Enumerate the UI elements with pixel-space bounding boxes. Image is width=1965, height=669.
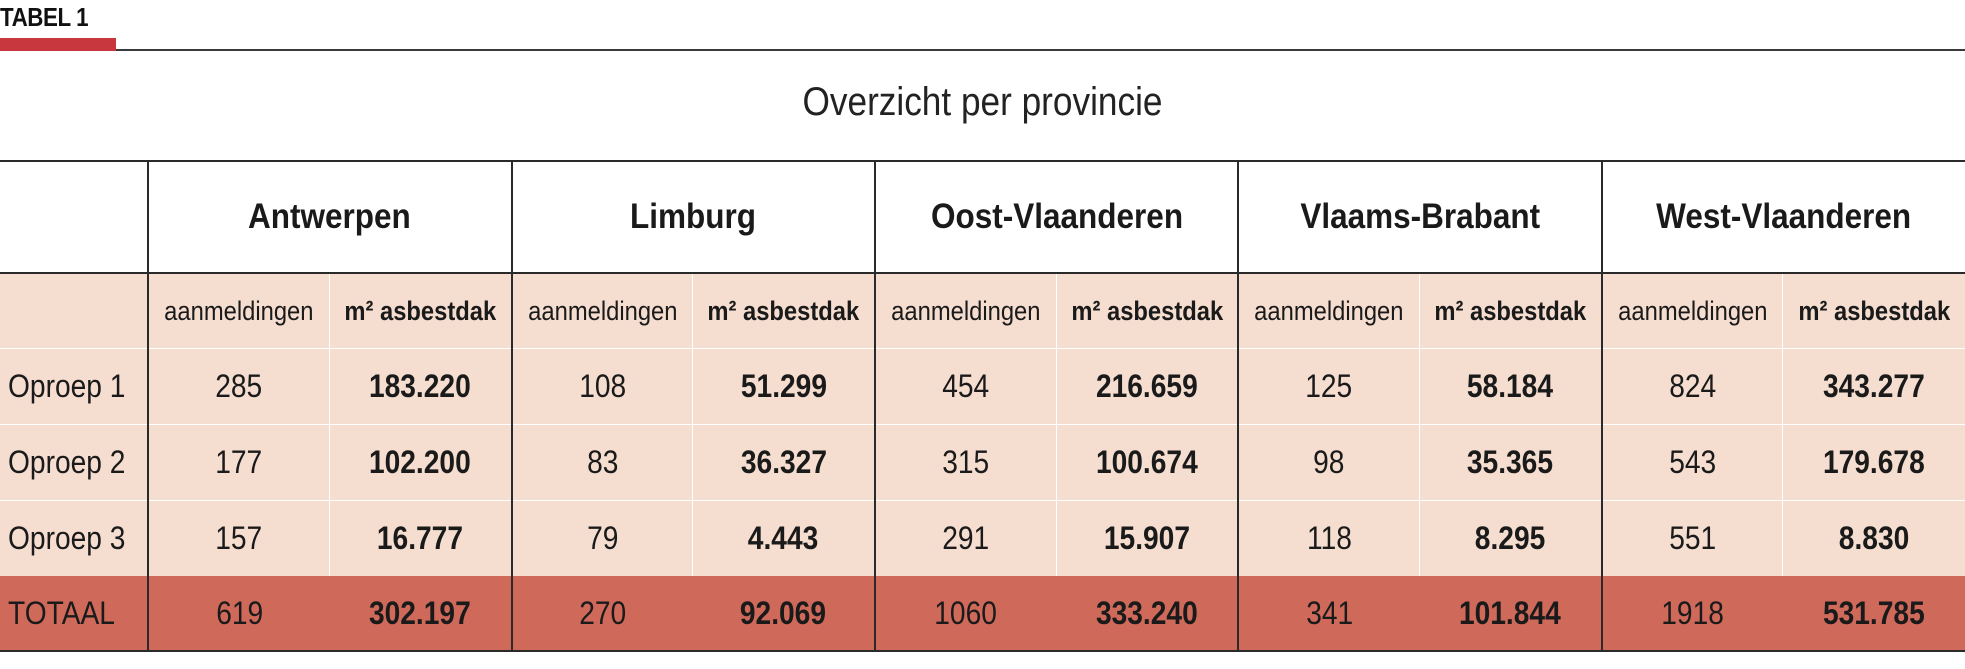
province-header: Vlaams-Brabant [1237, 160, 1602, 274]
area-cell: 179.678 [1782, 424, 1965, 501]
count-cell: 157 [147, 500, 330, 576]
area-cell: 51.299 [692, 348, 875, 425]
count-cell: 177 [147, 424, 330, 501]
row-label: Oproep 1 [0, 348, 149, 425]
column-header-row: aanmeldingen m² asbestdak aanmeldingen m… [0, 273, 1965, 349]
count-cell: 118 [1237, 500, 1420, 576]
count-column-header: aanmeldingen [147, 273, 330, 349]
count-cell: 108 [510, 348, 693, 425]
table-label: TABEL 1 [0, 2, 89, 32]
area-column-header: m² asbestdak [1418, 273, 1602, 349]
count-cell: 824 [1600, 348, 1783, 425]
area-cell: 4.443 [692, 500, 875, 576]
count-cell: 341 [1237, 576, 1420, 652]
province-table: Antwerpen Limburg Oost-Vlaanderen Vlaams… [0, 160, 1965, 652]
province-header: Limburg [510, 160, 875, 274]
count-cell: 79 [510, 500, 693, 576]
count-column-header: aanmeldingen [1600, 273, 1783, 349]
total-label: TOTAAL [0, 576, 149, 652]
row-label: Oproep 3 [0, 500, 149, 576]
area-cell: 333.240 [1056, 576, 1239, 652]
count-column-header: aanmeldingen [1237, 273, 1420, 349]
area-cell: 8.295 [1418, 500, 1602, 576]
area-column-header: m² asbestdak [328, 273, 512, 349]
table-row: Oproep 3 157 16.777 79 4.443 291 15.907 … [0, 500, 1965, 576]
count-cell: 1060 [873, 576, 1057, 652]
count-cell: 454 [873, 348, 1057, 425]
area-column-header: m² asbestdak [692, 273, 875, 349]
count-column-header: aanmeldingen [873, 273, 1057, 349]
row-label: Oproep 2 [0, 424, 149, 501]
header-rule [116, 49, 1965, 51]
table-row: Oproep 1 285 183.220 108 51.299 454 216.… [0, 348, 1965, 425]
count-cell: 543 [1600, 424, 1783, 501]
area-cell: 36.327 [692, 424, 875, 501]
total-row: TOTAAL 619 302.197 270 92.069 1060 333.2… [0, 576, 1965, 652]
count-cell: 98 [1237, 424, 1420, 501]
count-cell: 315 [873, 424, 1057, 501]
area-cell: 16.777 [328, 500, 512, 576]
area-column-header: m² asbestdak [1782, 273, 1965, 349]
area-cell: 101.844 [1419, 576, 1602, 652]
count-cell: 1918 [1600, 576, 1783, 652]
province-header: Antwerpen [147, 160, 512, 274]
area-cell: 343.277 [1782, 348, 1965, 425]
count-cell: 125 [1237, 348, 1420, 425]
corner-cell [0, 273, 149, 349]
area-cell: 531.785 [1782, 576, 1965, 652]
area-cell: 35.365 [1418, 424, 1602, 501]
area-cell: 183.220 [328, 348, 512, 425]
area-cell: 100.674 [1055, 424, 1239, 501]
count-cell: 291 [873, 500, 1057, 576]
area-cell: 302.197 [329, 576, 512, 652]
area-cell: 102.200 [328, 424, 512, 501]
area-cell: 216.659 [1055, 348, 1239, 425]
corner-cell [0, 160, 149, 274]
count-column-header: aanmeldingen [510, 273, 693, 349]
area-cell: 92.069 [692, 576, 875, 652]
accent-bar [0, 38, 116, 51]
table-title: Overzicht per provincie [802, 80, 1163, 124]
area-cell: 15.907 [1055, 500, 1239, 576]
area-column-header: m² asbestdak [1055, 273, 1239, 349]
count-cell: 285 [147, 348, 330, 425]
table-row: Oproep 2 177 102.200 83 36.327 315 100.6… [0, 424, 1965, 501]
province-header: West-Vlaanderen [1600, 160, 1965, 274]
count-cell: 83 [510, 424, 693, 501]
count-cell: 551 [1600, 500, 1783, 576]
table-label-header: TABEL 1 [0, 0, 1965, 54]
province-header: Oost-Vlaanderen [873, 160, 1239, 274]
area-cell: 8.830 [1782, 500, 1965, 576]
province-header-row: Antwerpen Limburg Oost-Vlaanderen Vlaams… [0, 160, 1965, 274]
count-cell: 619 [147, 576, 330, 652]
count-cell: 270 [510, 576, 693, 652]
area-cell: 58.184 [1418, 348, 1602, 425]
